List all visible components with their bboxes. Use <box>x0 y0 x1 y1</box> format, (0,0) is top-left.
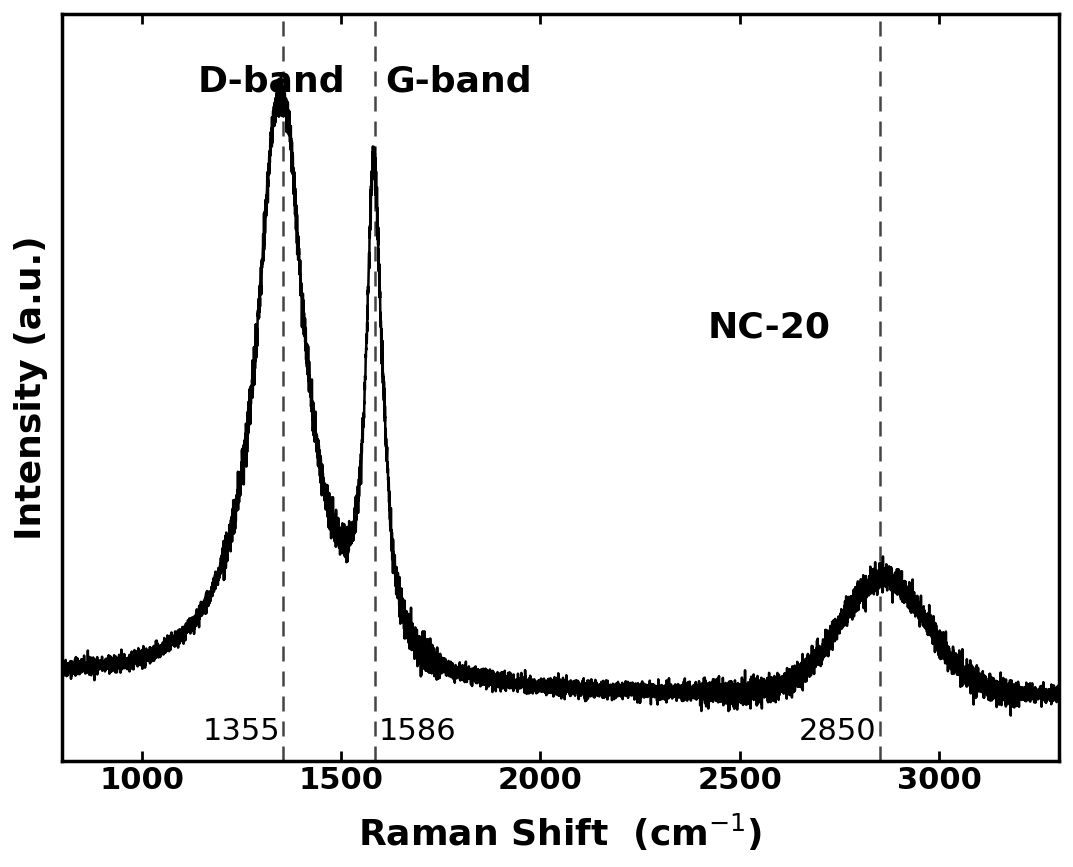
Text: D-band: D-band <box>197 64 346 98</box>
Text: 1586: 1586 <box>379 717 456 746</box>
Text: NC-20: NC-20 <box>708 311 832 345</box>
Text: 2850: 2850 <box>798 717 877 746</box>
Y-axis label: Intensity (a.u.): Intensity (a.u.) <box>14 235 48 540</box>
Text: 1355: 1355 <box>203 717 280 746</box>
Text: G-band: G-band <box>385 64 531 98</box>
X-axis label: Raman Shift  (cm$^{-1}$): Raman Shift (cm$^{-1}$) <box>358 812 763 853</box>
